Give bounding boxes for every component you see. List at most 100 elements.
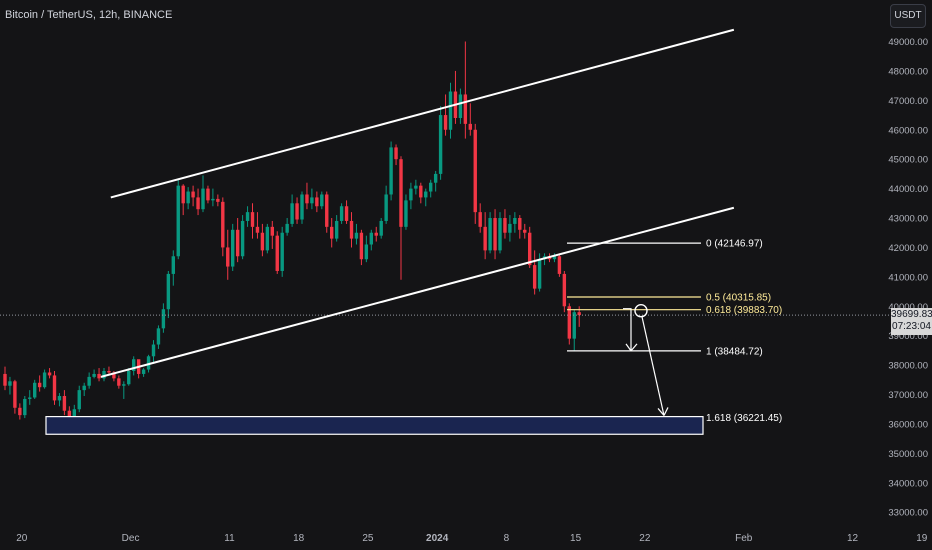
time-tick-label: 25 xyxy=(362,533,374,544)
candle-body xyxy=(344,206,349,221)
candle-body xyxy=(315,197,319,207)
candle-body xyxy=(508,223,512,233)
candle-body xyxy=(18,407,22,416)
price-tick-label: 33000.00 xyxy=(888,508,928,519)
price-tick-label: 48000.00 xyxy=(888,66,928,77)
candle-body xyxy=(295,203,299,220)
price-tick-label: 34000.00 xyxy=(888,478,928,489)
long-arrow-line xyxy=(641,316,665,416)
candle-body xyxy=(478,212,482,227)
candle-body xyxy=(433,173,438,183)
candle-body xyxy=(231,229,235,267)
short-arrow-line xyxy=(623,308,632,351)
price-tick-label: 37000.00 xyxy=(888,390,928,401)
candle-body xyxy=(176,185,180,257)
target-zone-box xyxy=(45,416,704,435)
candle-body xyxy=(13,381,17,408)
candle-body xyxy=(379,220,383,236)
candle-body xyxy=(334,220,339,239)
candle-body xyxy=(394,147,398,160)
candle-body xyxy=(552,256,557,260)
time-tick-label: Dec xyxy=(122,533,140,544)
candle-body xyxy=(151,344,156,357)
candle-body xyxy=(37,382,42,388)
candle-body xyxy=(503,218,507,233)
time-axis: 20 Dec 11 18 25 2024 8 15 22 Feb 12 19 xyxy=(16,533,928,544)
candle-body xyxy=(265,226,270,251)
candle-body xyxy=(483,226,487,251)
candle-body xyxy=(102,371,106,379)
candle-body xyxy=(166,273,171,310)
price-tick-label: 39000.00 xyxy=(888,331,928,342)
candle-body xyxy=(572,312,576,339)
candle-body xyxy=(339,206,344,221)
candle-body xyxy=(364,244,369,260)
candle-body xyxy=(216,198,220,202)
candle-body xyxy=(141,369,146,374)
price-tick-label: 47000.00 xyxy=(888,96,928,107)
candle-body xyxy=(330,226,334,239)
candle-body xyxy=(171,256,175,274)
candle-body xyxy=(532,265,537,289)
price-tick-label: 45000.00 xyxy=(888,155,928,166)
price-tick-label: 43000.00 xyxy=(888,214,928,225)
candle-body xyxy=(57,396,62,401)
candles-layer xyxy=(3,41,581,433)
candle-body xyxy=(117,378,121,386)
candle-body xyxy=(424,191,428,198)
candle-body xyxy=(226,247,230,267)
candle-body xyxy=(8,381,12,386)
candle-body xyxy=(146,356,151,370)
price-tick-label: 44000.00 xyxy=(888,184,928,195)
channel-upper-line xyxy=(110,28,735,199)
time-tick-label: 11 xyxy=(224,533,235,544)
candle-body xyxy=(42,372,47,388)
candle-body xyxy=(438,115,443,174)
short-arrow-head-left xyxy=(625,343,632,352)
channel-lower-line xyxy=(100,206,735,378)
fib-label-0_5: 0.5 (40315.85) xyxy=(706,292,771,303)
price-tick-label: 40000.00 xyxy=(888,302,928,313)
candle-body xyxy=(498,218,502,251)
current-price-badge: 39699.83 07:23:04 xyxy=(891,308,932,335)
candle-body xyxy=(181,185,185,204)
candle-body xyxy=(513,218,517,224)
candle-body xyxy=(196,197,200,210)
currency-button[interactable]: USDT xyxy=(890,4,926,28)
candle-body xyxy=(127,371,131,385)
candle-body xyxy=(443,115,448,130)
candle-body xyxy=(191,191,195,198)
candle-body xyxy=(463,94,468,124)
candle-body xyxy=(354,232,359,239)
candle-body xyxy=(156,328,161,345)
candle-body xyxy=(458,94,463,118)
price-axis-bg xyxy=(890,0,932,550)
candle-body xyxy=(567,306,571,339)
fib-label-0: 0 (42146.97) xyxy=(706,239,763,250)
candle-body xyxy=(92,373,96,377)
candle-body xyxy=(409,188,413,201)
countdown-label: 07:23:04 xyxy=(892,321,931,332)
candle-body xyxy=(359,232,364,260)
symbol-title: Bitcoin / TetherUS, 12h, BINANCE xyxy=(5,9,173,21)
price-tick-label: 35000.00 xyxy=(888,449,928,460)
short-arrow-head-right xyxy=(630,343,638,352)
candle-body xyxy=(384,194,388,221)
candle-body xyxy=(28,397,32,399)
candle-body xyxy=(211,198,215,201)
candle-body xyxy=(270,226,274,236)
candle-body xyxy=(523,229,527,233)
time-tick-label: 12 xyxy=(847,533,859,544)
price-tick-label: 38000.00 xyxy=(888,361,928,372)
candle-body xyxy=(562,273,567,307)
candle-body xyxy=(300,194,304,220)
time-tick-label: 8 xyxy=(504,533,510,544)
fib-label-1_618: 1.618 (36221.45) xyxy=(706,413,782,424)
candle-body xyxy=(518,218,522,230)
time-tick-label: 20 xyxy=(16,533,28,544)
price-tick-label: 46000.00 xyxy=(888,125,928,136)
entry-circle xyxy=(634,304,648,318)
candle-body xyxy=(250,212,255,227)
candle-body xyxy=(52,375,57,401)
